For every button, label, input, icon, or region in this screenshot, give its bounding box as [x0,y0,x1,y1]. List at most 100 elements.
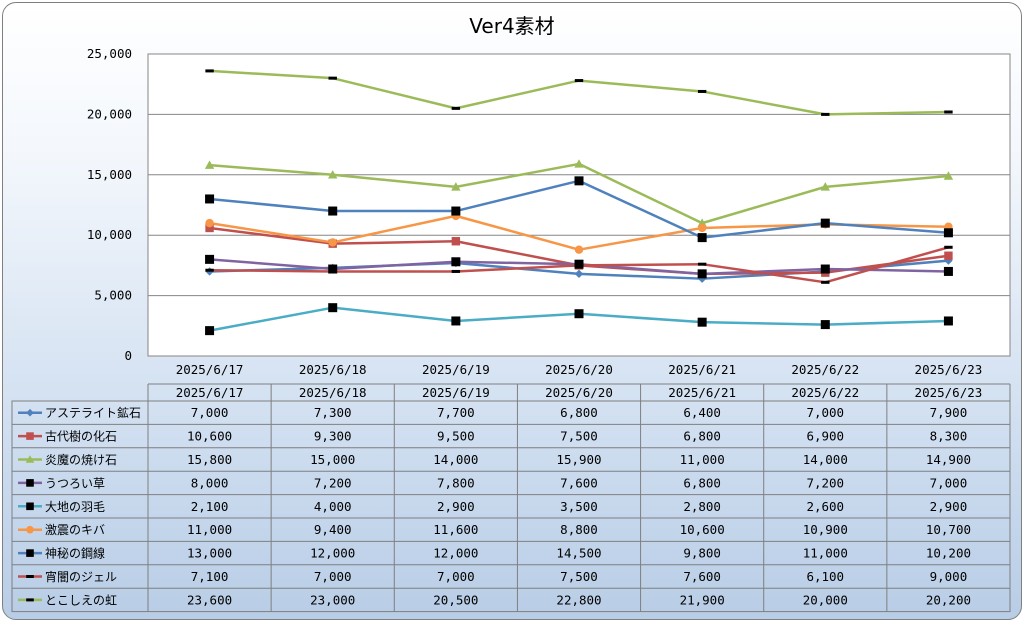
data-point [943,228,953,238]
table-cell: 2,900 [930,499,968,514]
table-cell: 10,900 [803,522,848,537]
table-cell: 14,500 [556,546,601,561]
table-cell: 23,600 [187,592,232,607]
table-cell: 12,000 [433,546,478,561]
table-cell: 9,400 [314,522,352,537]
x-tick-label: 2025/6/19 [422,362,490,377]
data-point [328,76,337,80]
data-point [451,316,461,326]
table-cell: 9,000 [930,569,968,584]
data-point [944,251,953,260]
data-point [697,317,707,327]
table-header-cell: 2025/6/19 [422,385,490,400]
data-point [697,269,707,279]
data-point [451,257,461,267]
data-point [820,264,830,274]
data-point [451,106,461,110]
table-cell: 6,400 [683,405,721,420]
table-cell: 2,600 [806,499,844,514]
table-header-cell: 2025/6/21 [668,385,736,400]
data-point [25,455,35,463]
table-cell: 8,800 [560,522,598,537]
data-point [26,598,34,602]
data-point [574,79,584,83]
table-cell: 11,000 [803,546,848,561]
series-name: 炎魔の焼け石 [45,452,117,467]
table-cell: 20,200 [926,592,971,607]
data-point [821,280,830,284]
table-border [11,400,1011,613]
table-cell: 15,000 [310,452,355,467]
table-cell: 10,200 [926,546,971,561]
data-point [574,159,584,168]
data-point [820,320,830,330]
x-tick-label: 2025/6/23 [915,362,983,377]
data-point [451,182,461,191]
table-cell: 20,500 [433,592,478,607]
table-cell: 7,200 [314,475,352,490]
data-point [697,233,707,243]
table-cell: 6,800 [560,405,598,420]
table-cell: 23,000 [310,592,355,607]
x-tick-label: 2025/6/18 [299,362,367,377]
data-point [820,218,830,228]
table-cell: 7,700 [437,405,475,420]
series-name: とこしえの虹 [45,593,117,607]
data-point [943,171,954,180]
series-name: 激震のキバ [45,523,105,537]
x-tick-label: 2025/6/17 [176,362,244,377]
table-cell: 9,800 [683,546,721,561]
data-point [697,262,707,266]
table-cell: 13,000 [187,546,232,561]
table-cell: 6,800 [683,475,721,490]
x-tick-label: 2025/6/22 [791,362,859,377]
data-point [205,223,214,233]
table-cell: 20,000 [803,592,848,607]
table-cell: 11,600 [433,522,478,537]
data-point [697,89,707,93]
table-cell: 6,100 [806,569,844,584]
table-cell: 6,900 [806,429,844,444]
data-point [26,549,34,557]
table-cell: 7,000 [191,405,229,420]
data-point [574,269,584,279]
table-cell: 15,800 [187,452,232,467]
data-table: 2025/6/17 2025/6/18 2025/6/19 2025/6/20 2025… [11,383,1011,613]
series-name: うつろい草 [45,476,105,490]
series-name: 大地の羽毛 [45,500,105,514]
data-point [451,237,461,246]
series-markers [204,69,954,336]
y-tick-label: 15,000 [87,167,132,182]
table-cell: 8,300 [930,429,968,444]
table-cell: 14,900 [926,452,971,467]
table-cell: 10,600 [187,429,232,444]
y-tick-label: 0 [124,348,132,363]
table-cell: 7,600 [683,569,721,584]
data-point [821,112,830,116]
table-header-cell: 2025/6/20 [545,385,613,400]
data-point [205,326,215,336]
table-cell: 6,800 [683,429,721,444]
y-axis-ticks: 0 5,000 10,000 15,000 20,000 25,000 [87,46,132,363]
table-cell: 7,900 [930,405,968,420]
y-tick-label: 5,000 [94,288,132,303]
data-point [943,316,953,326]
table-cell: 12,000 [310,546,355,561]
table-cell: 7,500 [560,569,598,584]
data-point [205,194,215,204]
series-name: アステライト鉱石 [45,405,141,420]
data-point [944,245,953,249]
table-header-cell: 2025/6/17 [176,385,244,400]
data-point [26,479,34,487]
table-cell: 2,900 [437,499,475,514]
data-point [574,245,584,254]
series-name: 宵闇のジェル [45,569,117,584]
data-point [574,309,584,319]
data-point [451,269,461,273]
data-point [574,263,584,267]
table-cell: 7,600 [560,475,598,490]
table-cell: 9,500 [437,429,475,444]
table-header-cell: 2025/6/18 [299,385,367,400]
table-cell: 14,000 [803,452,848,467]
